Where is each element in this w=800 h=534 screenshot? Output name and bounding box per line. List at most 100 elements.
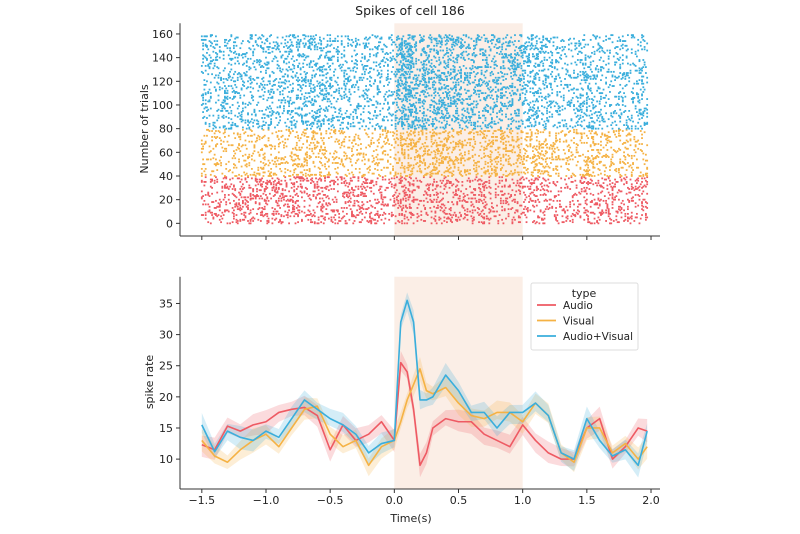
- spike-dot: [265, 182, 267, 184]
- spike-dot: [558, 125, 561, 128]
- spike-dot: [641, 214, 643, 216]
- spike-dot: [310, 178, 312, 181]
- spike-dot: [543, 126, 546, 129]
- spike-dot: [638, 195, 641, 198]
- spike-dot: [320, 137, 323, 140]
- spike-dot: [578, 118, 581, 121]
- spike-dot: [615, 130, 618, 132]
- spike-dot: [455, 112, 457, 115]
- spike-dot: [290, 120, 293, 123]
- spike-dot: [404, 210, 407, 213]
- spike-dot: [220, 164, 222, 167]
- spike-dot: [629, 119, 632, 122]
- spike-dot: [567, 150, 570, 153]
- spike-dot: [598, 160, 601, 163]
- spike-dot: [587, 217, 590, 220]
- spike-dot: [506, 107, 509, 110]
- spike-dot: [431, 118, 434, 121]
- spike-dot: [493, 120, 496, 123]
- spike-dot: [517, 146, 520, 149]
- spike-dot: [458, 197, 461, 200]
- spike-dot: [488, 211, 491, 214]
- spike-dot: [422, 112, 425, 115]
- spike-dot: [238, 112, 240, 115]
- spike-dot: [497, 151, 500, 154]
- spike-dot: [290, 121, 293, 124]
- spike-dot: [515, 190, 518, 193]
- spike-dot: [410, 114, 412, 117]
- spike-dot: [439, 154, 442, 157]
- spike-dot: [263, 214, 266, 216]
- spike-dot: [293, 176, 296, 179]
- spike-dot: [499, 101, 502, 104]
- spike-dot: [637, 204, 640, 207]
- spike-dot: [601, 212, 604, 215]
- spike-dot: [331, 119, 334, 122]
- spike-dot: [511, 207, 514, 209]
- spike-dot: [552, 145, 555, 148]
- spike-dot: [225, 177, 228, 180]
- spike-dot: [212, 157, 215, 160]
- spike-dot: [318, 127, 321, 130]
- spike-dot: [276, 204, 279, 207]
- spike-dot: [433, 165, 436, 168]
- spike-dot: [417, 138, 420, 141]
- spike-dot: [410, 170, 412, 173]
- spike-dot: [449, 207, 452, 209]
- spike-dot: [272, 186, 275, 189]
- spike-dot: [352, 118, 355, 121]
- spike-dot: [403, 195, 406, 198]
- spike-dot: [404, 113, 407, 116]
- spike-dot: [417, 120, 420, 123]
- spike-dot: [274, 208, 276, 211]
- spike-dot: [532, 109, 534, 112]
- spike-dot: [389, 171, 392, 174]
- spike-dot: [499, 169, 502, 171]
- spike-dot: [333, 117, 335, 119]
- spike-dot: [235, 149, 238, 151]
- spike-dot: [289, 113, 292, 116]
- spike-dot: [402, 198, 405, 201]
- spike-dot: [576, 124, 579, 126]
- spike-dot: [356, 115, 359, 118]
- spike-dot: [461, 119, 464, 122]
- spike-dot: [250, 177, 253, 180]
- spike-dot: [630, 215, 633, 218]
- spike-dot: [387, 186, 389, 189]
- spike-dot: [447, 160, 450, 163]
- spike-dot: [593, 157, 596, 160]
- spike-dot: [340, 177, 343, 180]
- spike-dot: [642, 175, 645, 177]
- spike-dot: [442, 145, 445, 148]
- spike-dot: [496, 157, 498, 160]
- spike-dot: [261, 167, 264, 170]
- spike-dot: [421, 100, 424, 103]
- spike-dot: [284, 203, 287, 206]
- spike-dot: [358, 138, 361, 141]
- spike-dot: [619, 173, 622, 176]
- spike-dot: [538, 176, 541, 179]
- spike-dot: [473, 121, 475, 124]
- spike-dot: [575, 128, 578, 131]
- spike-dot: [555, 207, 557, 209]
- spike-dot: [376, 164, 379, 167]
- spike-dot: [534, 113, 537, 116]
- spike-dot: [403, 192, 406, 195]
- spike-dot: [565, 157, 568, 160]
- spike-dot: [401, 138, 403, 141]
- spike-dot: [511, 104, 514, 106]
- spike-dot: [256, 139, 258, 142]
- spike-dot: [238, 202, 240, 205]
- spike-dot: [233, 132, 235, 135]
- spike-dot: [294, 194, 297, 196]
- spike-dot: [270, 153, 273, 156]
- spike-dot: [587, 164, 590, 167]
- spike-dot: [272, 210, 275, 213]
- spike-dot: [537, 178, 539, 181]
- spike-dot: [401, 214, 403, 216]
- spike-dot: [543, 222, 546, 225]
- spike-dot: [320, 157, 323, 160]
- spike-dot: [275, 165, 278, 168]
- spike-dot: [325, 185, 328, 188]
- spike-dot: [473, 188, 475, 190]
